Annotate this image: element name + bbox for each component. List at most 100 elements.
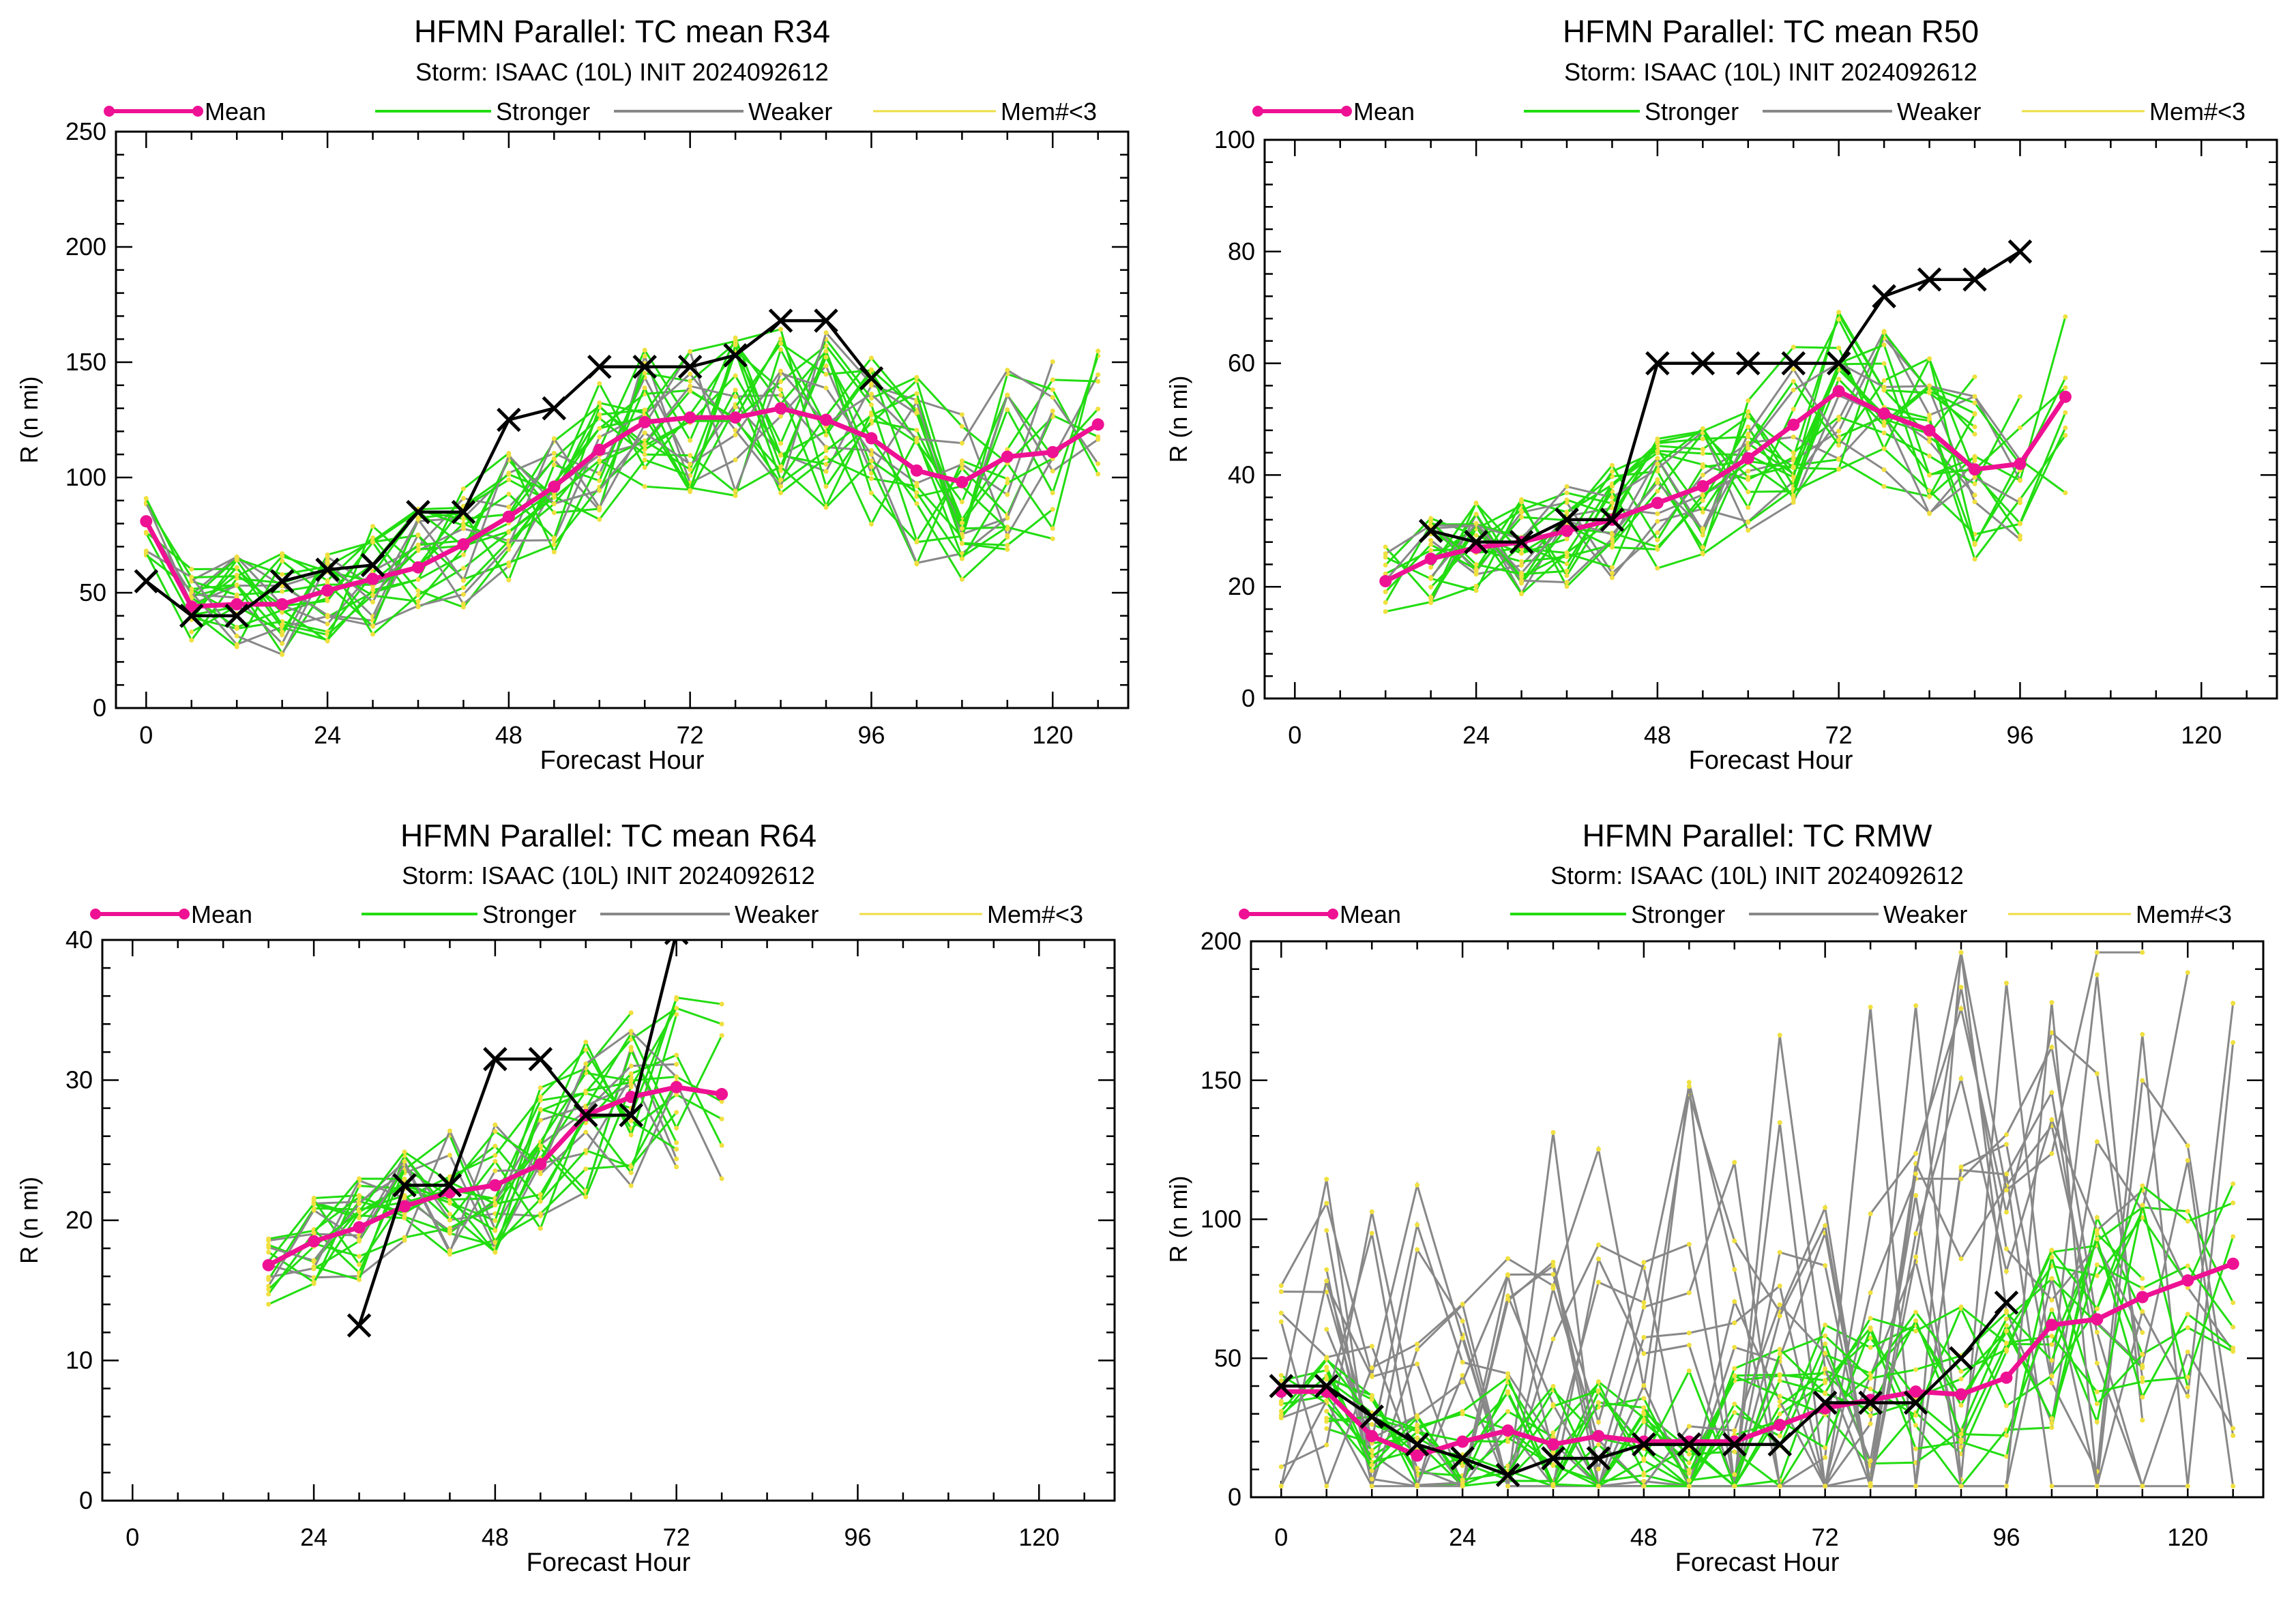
x-tick-label: 72	[663, 1523, 690, 1551]
ensemble-member-point	[370, 632, 376, 637]
mean-series-point	[1696, 480, 1709, 492]
ensemble-member-point	[506, 529, 512, 534]
ensemble-member-point	[551, 535, 557, 541]
x-tick-label: 48	[1644, 721, 1671, 749]
best-track-x-marker	[528, 1046, 553, 1072]
ensemble-member-point	[551, 542, 557, 547]
ensemble-member-point	[583, 1105, 589, 1110]
ensemble-member-point	[2231, 1433, 2236, 1439]
ensemble-member-point	[1550, 1430, 1556, 1436]
ensemble-member-point	[1823, 1205, 1828, 1210]
ensemble-member-point	[2185, 1374, 2190, 1380]
ensemble-member-point	[1005, 392, 1010, 398]
ensemble-member-point	[357, 1194, 362, 1200]
ensemble-member-point	[460, 578, 466, 583]
ensemble-member-point	[415, 588, 421, 593]
ensemble-member-point	[642, 465, 647, 470]
ensemble-member-line	[190, 337, 1054, 641]
x-tick-label: 24	[314, 721, 341, 749]
ensemble-member-point	[538, 1192, 543, 1197]
legend-mean-label: Mean	[191, 900, 252, 928]
ensemble-member-point	[1732, 1320, 1737, 1325]
ensemble-member-point	[583, 1166, 589, 1172]
ensemble-member-point	[959, 576, 965, 582]
ensemble-member-point	[1473, 583, 1479, 589]
ensemble-member-point	[1836, 377, 1842, 382]
ensemble-member-point	[1791, 450, 1796, 456]
ensemble-member-point	[1519, 578, 1525, 583]
ensemble-member-point	[492, 1143, 498, 1149]
ensemble-member-point	[1609, 469, 1615, 474]
ensemble-member-point	[1958, 1256, 1964, 1262]
ensemble-member-point	[674, 1052, 679, 1058]
ensemble-member-point	[2017, 425, 2022, 430]
ensemble-member-point	[1686, 1467, 1692, 1473]
legend-stronger-label: Stronger	[496, 98, 590, 126]
ensemble-member-line	[1430, 357, 2067, 592]
ensemble-member-point	[778, 477, 784, 482]
ensemble-member-point	[1505, 1375, 1511, 1381]
ensemble-member-point	[778, 368, 784, 374]
ensemble-member-line	[312, 1048, 722, 1267]
chart-subtitle: Storm: ISAAC (10L) INIT 2024092612	[415, 58, 829, 86]
ensemble-members	[1278, 949, 2236, 1490]
ensemble-member-point	[2049, 1000, 2055, 1005]
ensemble-member-point	[1777, 1120, 1782, 1125]
legend-mean-marker	[192, 106, 203, 117]
ensemble-member-point	[642, 370, 647, 376]
ensemble-member-point	[460, 522, 466, 528]
ensemble-member-point	[1641, 1473, 1647, 1478]
mean-series-point	[910, 464, 923, 477]
ensemble-member-point	[1868, 1290, 1873, 1295]
mean-series-point	[1651, 497, 1664, 510]
ensemble-member-point	[1732, 1366, 1737, 1371]
ensemble-member-point	[1823, 1341, 1828, 1346]
mean-series-point	[716, 1088, 728, 1101]
ensemble-member-point	[1791, 454, 1796, 460]
ensemble-member-point	[266, 1301, 271, 1307]
ensemble-member-point	[597, 488, 602, 493]
ensemble-member-point	[1278, 1399, 1284, 1404]
best-track-x-marker	[1917, 267, 1942, 292]
ensemble-member-point	[460, 565, 466, 571]
ensemble-member-point	[2231, 1345, 2236, 1351]
legend-mean-marker	[90, 909, 101, 919]
ensemble-member-point	[868, 471, 874, 476]
ensemble-member-point	[719, 1021, 724, 1027]
ensemble-member-point	[2049, 1297, 2055, 1303]
ensemble-member-point	[778, 464, 784, 469]
x-axis-label: Forecast Hour	[1675, 1548, 1840, 1577]
legend-stronger-label: Stronger	[482, 900, 576, 928]
ensemble-member-point	[1095, 461, 1101, 467]
ensemble-member-point	[1686, 1080, 1692, 1085]
ensemble-member-point	[823, 462, 829, 467]
ensemble-member-point	[1564, 568, 1570, 574]
ensemble-member-point	[2231, 1300, 2236, 1306]
best-track-x-marker	[1541, 1446, 1565, 1471]
ensemble-member-point	[1550, 1434, 1556, 1440]
mean-series-point	[231, 598, 244, 610]
ensemble-member-line	[1280, 1007, 2235, 1489]
ensemble-member-point	[1881, 446, 1887, 452]
ensemble-member-point	[1958, 1376, 1964, 1382]
mean-series-line	[144, 406, 1100, 609]
ensemble-member-point	[1005, 535, 1010, 540]
best-track-x-marker	[1269, 1374, 1294, 1398]
y-tick-label: 40	[1228, 460, 1255, 488]
ensemble-member-point	[1927, 356, 1932, 362]
ensemble-member-point	[1369, 1372, 1374, 1378]
ensemble-member-point	[1383, 589, 1388, 595]
ensemble-member-point	[2231, 1426, 2236, 1431]
ensemble-member-point	[2063, 410, 2068, 415]
ensemble-member-point	[189, 574, 194, 580]
ensemble-member-point	[1641, 1351, 1647, 1356]
ensemble-member-point	[1050, 536, 1055, 542]
x-tick-label: 72	[677, 721, 704, 749]
ensemble-member-point	[642, 430, 647, 436]
ensemble-member-point	[370, 592, 376, 598]
ensemble-member-point	[1415, 1361, 1420, 1367]
ensemble-member-point	[402, 1235, 407, 1240]
ensemble-member-point	[1609, 473, 1615, 479]
ensemble-member-point	[1700, 472, 1705, 477]
mean-series-point	[2014, 458, 2027, 471]
